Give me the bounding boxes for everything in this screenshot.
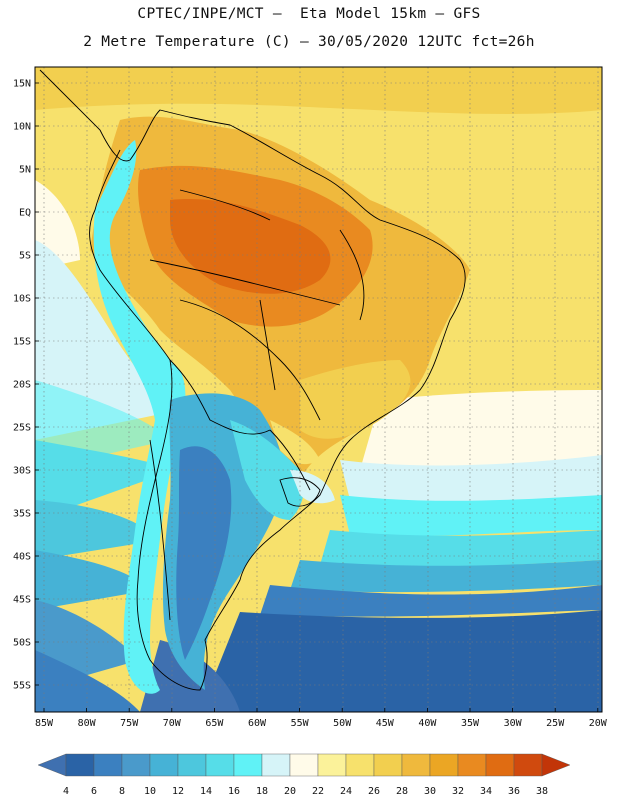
colorbar-segment — [205, 753, 235, 777]
colorbar-segment — [345, 753, 375, 777]
colorbar-tick-label: 26 — [368, 786, 380, 797]
colorbar-max-arrow — [541, 753, 571, 777]
lon-label: 25W — [546, 718, 565, 729]
lon-label: 30W — [504, 718, 523, 729]
lat-label: 25S — [13, 423, 31, 434]
lat-label: 5N — [19, 165, 31, 176]
lat-label: 30S — [13, 466, 31, 477]
colorbar-tick-label: 20 — [284, 786, 296, 797]
colorbar-tick-label: 8 — [119, 786, 125, 797]
colorbar-tick-label: 24 — [340, 786, 352, 797]
colorbar-tick-label: 36 — [508, 786, 520, 797]
lat-label: 45S — [13, 595, 31, 606]
colorbar-segment — [373, 753, 403, 777]
latitude-labels: 15N 10N 5N EQ 5S 10S 15S 20S 25S 30S 35S 40S 45S 50S 5… — [13, 79, 39, 692]
lat-label: 10S — [13, 294, 31, 305]
colorbar-segment — [65, 753, 95, 777]
longitude-labels: 85W 80W 75W 70W 65W 60W 55W 50W 45W 40W 35W 30W 25W 2… — [35, 708, 608, 729]
colorbar-segment — [401, 753, 431, 777]
colorbar-labels: 4 6 8 10 12 14 16 18 20 22 24 26 28 30 32 34 36 38 — [63, 786, 548, 797]
lon-label: 80W — [78, 718, 97, 729]
lat-label: 15S — [13, 337, 31, 348]
colorbar-tick-label: 16 — [228, 786, 240, 797]
colorbar-tick-label: 12 — [172, 786, 184, 797]
temperature-field — [35, 67, 602, 712]
colorbar-tick-label: 10 — [144, 786, 156, 797]
colorbar-segment — [513, 753, 543, 777]
colorbar-segment — [457, 753, 487, 777]
colorbar-tick-label: 32 — [452, 786, 464, 797]
colorbar-segment — [289, 753, 319, 777]
lon-label: 40W — [418, 718, 437, 729]
lon-label: 45W — [376, 718, 395, 729]
title-line-2: 2 Metre Temperature (C) – 30/05/2020 12U… — [83, 34, 535, 50]
colorbar-segment — [177, 753, 207, 777]
colorbar-segment — [429, 753, 459, 777]
lon-label: 85W — [35, 718, 54, 729]
lat-label: 5S — [19, 251, 31, 262]
lon-label: 70W — [163, 718, 182, 729]
lat-label: 40S — [13, 552, 31, 563]
colorbar-tick-label: 22 — [312, 786, 324, 797]
plot-frame — [34, 66, 603, 713]
colorbar-tick-label: 30 — [424, 786, 436, 797]
colorbar-min-arrow — [37, 753, 67, 777]
coastlines-borders — [39, 69, 466, 691]
colorbar-segment — [93, 753, 123, 777]
colorbar-tick-label: 38 — [536, 786, 548, 797]
lon-label: 35W — [461, 718, 480, 729]
lat-label: EQ — [19, 208, 31, 219]
colorbar-tick-label: 28 — [396, 786, 408, 797]
colorbar — [37, 753, 571, 777]
colorbar-tick-label: 34 — [480, 786, 492, 797]
colorbar-segment — [261, 753, 291, 777]
colorbar-segment — [485, 753, 515, 777]
lat-lon-grid — [35, 67, 602, 712]
lon-label: 55W — [291, 718, 310, 729]
colorbar-segment — [233, 753, 263, 777]
colorbar-segment — [121, 753, 151, 777]
lat-label: 15N — [13, 79, 31, 90]
title-line-1: CPTEC/INPE/MCT – Eta Model 15km – GFS — [137, 6, 481, 22]
lat-label: 35S — [13, 509, 31, 520]
colorbar-tick-label: 14 — [200, 786, 212, 797]
lon-label: 50W — [333, 718, 352, 729]
lon-label: 60W — [248, 718, 267, 729]
lon-label: 75W — [120, 718, 139, 729]
lat-label: 10N — [13, 122, 31, 133]
lat-label: 20S — [13, 380, 31, 391]
colorbar-tick-label: 6 — [91, 786, 97, 797]
lat-label: 50S — [13, 638, 31, 649]
colorbar-tick-label: 4 — [63, 786, 69, 797]
colorbar-tick-label: 18 — [256, 786, 268, 797]
colorbar-segment — [317, 753, 347, 777]
lat-label: 55S — [13, 681, 31, 692]
colorbar-segment — [149, 753, 179, 777]
lon-label: 20W — [589, 718, 608, 729]
lon-label: 65W — [205, 718, 224, 729]
